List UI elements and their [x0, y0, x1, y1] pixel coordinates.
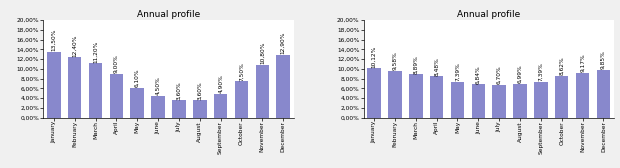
Text: 7,39%: 7,39%: [538, 62, 543, 81]
Bar: [89, 63, 102, 118]
Text: 11,20%: 11,20%: [93, 40, 98, 62]
Text: 9,00%: 9,00%: [114, 54, 119, 73]
Text: 12,90%: 12,90%: [281, 32, 286, 54]
Bar: [277, 55, 290, 118]
Text: 8,89%: 8,89%: [414, 55, 418, 74]
Bar: [513, 83, 527, 118]
Text: 10,12%: 10,12%: [371, 45, 376, 68]
Text: 6,99%: 6,99%: [518, 64, 523, 83]
Text: 6,70%: 6,70%: [497, 66, 502, 85]
Text: 6,10%: 6,10%: [135, 69, 140, 87]
Bar: [172, 100, 185, 118]
Text: 7,39%: 7,39%: [455, 62, 460, 81]
Bar: [472, 84, 485, 118]
Text: 9,85%: 9,85%: [601, 50, 606, 69]
Bar: [193, 100, 206, 118]
Text: 8,48%: 8,48%: [434, 57, 439, 76]
Text: 12,40%: 12,40%: [72, 34, 77, 57]
Text: 7,50%: 7,50%: [239, 62, 244, 81]
Bar: [388, 71, 402, 118]
Text: 9,17%: 9,17%: [580, 54, 585, 72]
Bar: [430, 76, 443, 118]
Bar: [596, 70, 610, 118]
Bar: [214, 94, 228, 118]
Bar: [367, 68, 381, 118]
Bar: [110, 74, 123, 118]
Bar: [255, 65, 269, 118]
Bar: [235, 81, 248, 118]
Text: 9,58%: 9,58%: [392, 52, 397, 70]
Text: 3,60%: 3,60%: [197, 81, 202, 100]
Bar: [576, 73, 589, 118]
Bar: [68, 57, 81, 118]
Text: 8,62%: 8,62%: [559, 56, 564, 75]
Text: 13,50%: 13,50%: [51, 29, 56, 51]
Bar: [555, 76, 569, 118]
Bar: [451, 82, 464, 118]
Bar: [409, 74, 422, 118]
Bar: [130, 88, 144, 118]
Bar: [534, 82, 547, 118]
Bar: [151, 96, 165, 118]
Text: 4,90%: 4,90%: [218, 74, 223, 93]
Bar: [47, 52, 61, 118]
Text: 6,84%: 6,84%: [476, 65, 480, 84]
Text: 4,50%: 4,50%: [156, 76, 161, 95]
Text: 3,60%: 3,60%: [177, 81, 182, 100]
Title: Annual profile: Annual profile: [137, 10, 200, 19]
Text: 10,80%: 10,80%: [260, 42, 265, 65]
Title: Annual profile: Annual profile: [457, 10, 520, 19]
Bar: [492, 85, 506, 118]
